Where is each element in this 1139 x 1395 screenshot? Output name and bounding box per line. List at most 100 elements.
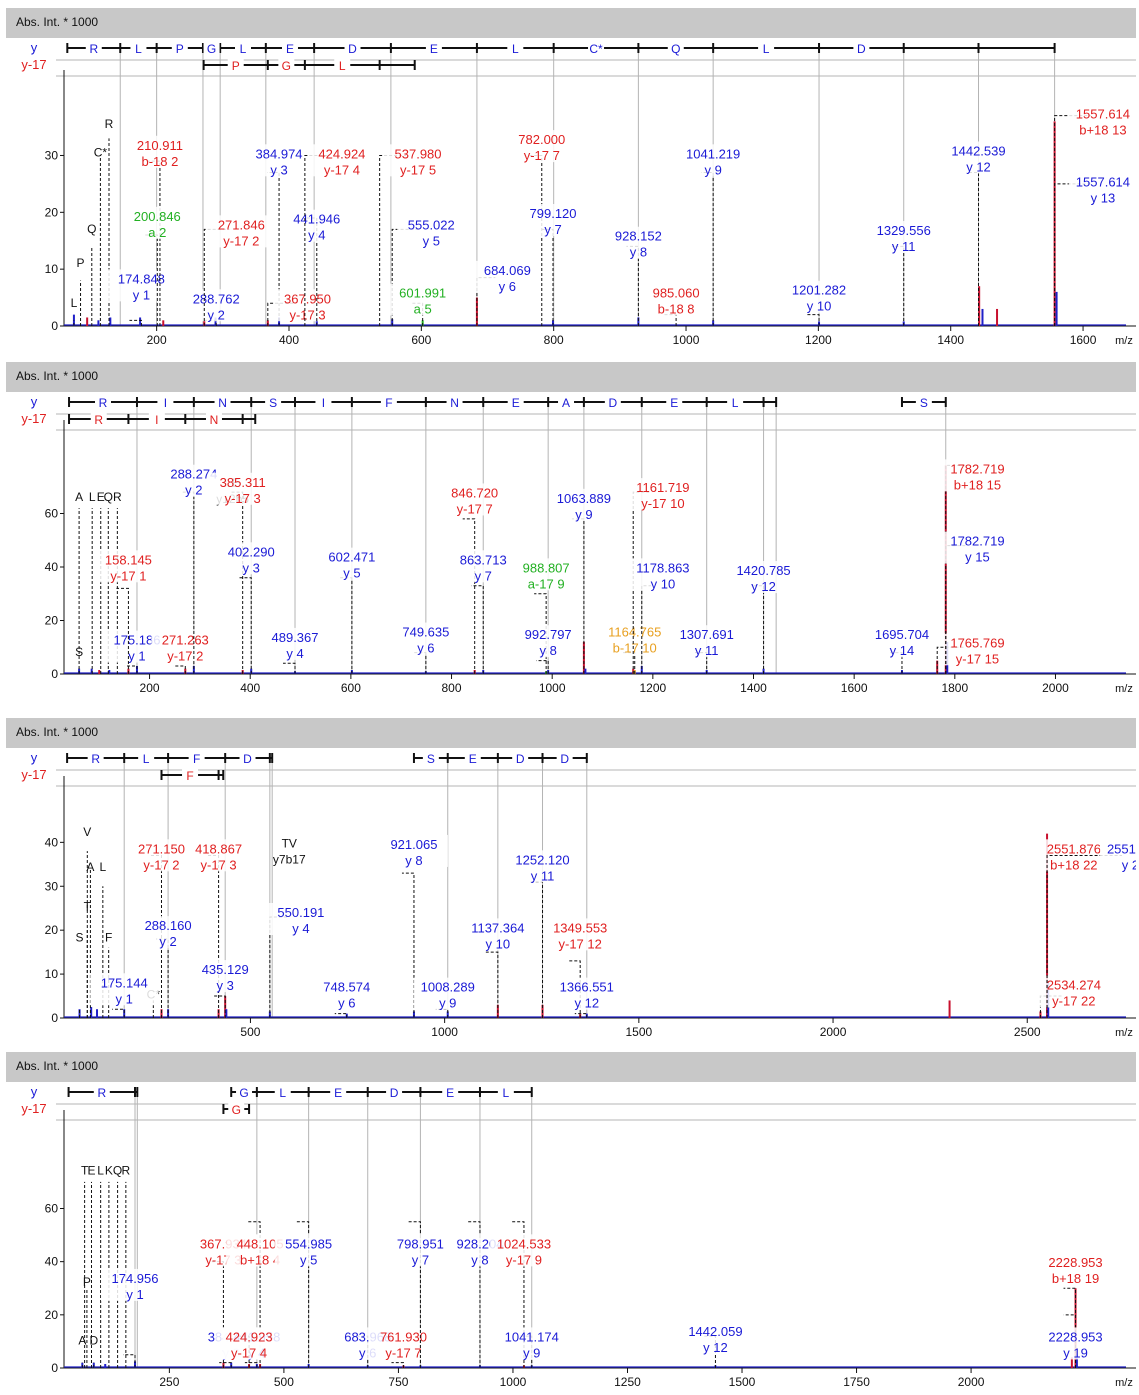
- label-leader: [112, 1008, 125, 1018]
- fragment-mz-label: 441.946: [293, 212, 340, 227]
- fragment-mz-label: 1252.120: [515, 852, 569, 867]
- fragment-mz-label: 448.105: [237, 1236, 284, 1251]
- label-bg: [1100, 839, 1136, 872]
- fragment-ion-label: y 2: [208, 307, 225, 322]
- immonium-label: S: [76, 930, 84, 944]
- fragment-ion-label: y 13: [1091, 191, 1116, 206]
- label-leader: [296, 1221, 310, 1368]
- label-bg: [101, 1268, 170, 1301]
- x-tick-label: 1500: [625, 1025, 652, 1039]
- immonium-label: V: [83, 825, 91, 839]
- x-tick-label: 800: [544, 333, 564, 347]
- x-tick-label: 1200: [805, 333, 832, 347]
- label-bg: [628, 558, 697, 591]
- residue-bg: [330, 1085, 347, 1098]
- label-leader: [574, 1013, 588, 1018]
- immonium-label: L: [97, 1164, 104, 1178]
- fragment-mz-label: 1349.553: [553, 920, 607, 935]
- fragment-mz-label: 1782.719: [950, 534, 1004, 549]
- fragment-ion-label: y 11: [695, 643, 719, 658]
- fragment-mz-label: 1765.769: [950, 635, 1004, 650]
- fragment-ion-label: b+18 15: [954, 477, 1001, 492]
- x-tick-label: 2500: [1014, 1025, 1041, 1039]
- label-bg: [274, 1234, 343, 1267]
- fragment-mz-label: 1329.556: [877, 223, 931, 238]
- annotation-note-sub: y7b17: [273, 853, 306, 867]
- x-tick-label: 1200: [639, 681, 666, 695]
- fragment-mz-label: 798.951: [397, 1236, 444, 1251]
- fragment-mz-label: 1782.719: [950, 461, 1004, 476]
- residue-label: R: [91, 752, 100, 766]
- fragment-ion-label: y 5: [423, 233, 440, 248]
- fragment-ion-label: y 9: [523, 1345, 540, 1360]
- x-tick-label: 600: [341, 681, 361, 695]
- residue-label: F: [385, 396, 392, 410]
- label-leader: [213, 995, 226, 1018]
- x-tick-label: 500: [240, 1025, 260, 1039]
- y-axis-title: Abs. Int. * 1000: [16, 725, 98, 739]
- immonium-label: Q: [104, 490, 113, 504]
- residue-bg: [239, 751, 256, 764]
- fragment-mz-label: 1137.364: [471, 920, 524, 935]
- immonium-label: A: [86, 860, 94, 874]
- residue-bg: [205, 412, 222, 425]
- fragment-mz-label: 749.635: [402, 625, 449, 640]
- label-leader: [283, 662, 296, 674]
- label-bg: [379, 834, 448, 867]
- label-bg: [90, 973, 159, 1006]
- residue-bg: [95, 395, 112, 408]
- label-bg: [312, 977, 381, 1010]
- label-bg: [1039, 975, 1108, 1008]
- label-bg: [388, 283, 457, 316]
- immonium-label: Q: [113, 1164, 122, 1178]
- residue-label: E: [446, 1086, 454, 1100]
- immonium-label: E: [87, 1164, 95, 1178]
- x-tick-label: 1600: [841, 681, 868, 695]
- label-bg: [266, 903, 335, 935]
- immonium-label: P: [77, 256, 85, 270]
- residue-label: G: [282, 59, 291, 73]
- residue-label: L: [339, 59, 346, 73]
- fragment-mz-label: 799.120: [530, 206, 577, 221]
- label-bg: [672, 625, 741, 658]
- label-strip: [6, 748, 56, 1048]
- y-tick-label: 40: [45, 1255, 59, 1269]
- y-tick-label: 0: [51, 667, 58, 681]
- residue-label: S: [427, 752, 435, 766]
- label-strip: [6, 38, 56, 350]
- fragment-mz-label: 1557.614: [1076, 175, 1130, 190]
- label-leader: [462, 518, 476, 674]
- fragment-ion-label: y-17 5: [400, 162, 436, 177]
- residue-bg: [588, 41, 605, 54]
- fragment-mz-label: 988.807: [523, 560, 570, 575]
- fragment-mz-label: 601.991: [399, 286, 446, 301]
- x-tick-label: 1400: [937, 333, 964, 347]
- label-bg: [191, 960, 260, 993]
- label-bg: [944, 141, 1013, 174]
- fragment-ion-label: y 14: [890, 643, 915, 658]
- immonium-label: D: [89, 1334, 98, 1348]
- fragment-ion-label: y 19: [1063, 1345, 1088, 1360]
- residue-label: R: [94, 413, 103, 427]
- label-leader: [173, 665, 186, 674]
- residue-bg: [667, 41, 684, 54]
- fragment-mz-label: 1695.704: [875, 627, 929, 642]
- label-bg: [127, 839, 196, 872]
- label-leader: [485, 951, 499, 1018]
- immonium-label: R: [113, 490, 122, 504]
- label-leader: [203, 228, 230, 326]
- label-bg: [273, 289, 342, 322]
- x-tick-label: 400: [279, 333, 299, 347]
- residue-label: D: [348, 42, 357, 56]
- fragment-mz-label: 921.065: [390, 837, 437, 852]
- residue-label: I: [164, 396, 167, 410]
- y-axis-title: Abs. Int. * 1000: [16, 1059, 98, 1073]
- residue-label: E: [469, 752, 477, 766]
- y-tick-label: 30: [45, 148, 59, 162]
- x-tick-label: 1000: [673, 333, 700, 347]
- residue-bg: [157, 395, 174, 408]
- residue-bg: [446, 395, 463, 408]
- label-leader: [239, 577, 252, 674]
- fragment-ion-label: y 6: [417, 641, 434, 656]
